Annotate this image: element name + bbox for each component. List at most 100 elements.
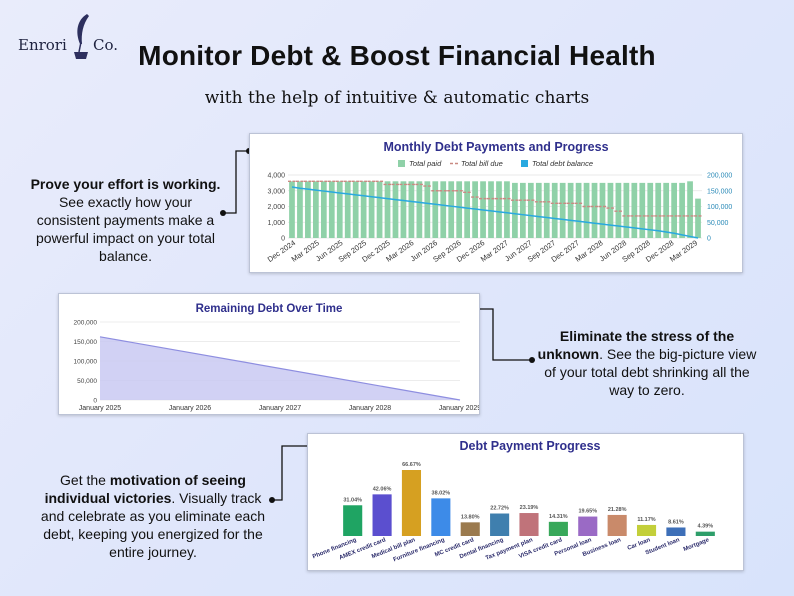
bar-total-paid xyxy=(599,182,606,238)
bar-total-paid xyxy=(535,182,542,238)
bar-value-label: 4.39% xyxy=(698,524,714,530)
progress-bar xyxy=(519,513,539,536)
x-tick-label: January 2028 xyxy=(349,405,392,412)
bar-total-paid xyxy=(655,182,662,238)
bar-total-paid xyxy=(432,181,439,238)
bar-value-label: 42.06% xyxy=(373,486,392,492)
bar-total-paid xyxy=(687,181,693,238)
callout-2-bold: Eliminate the stress of the unknown xyxy=(537,328,735,362)
bar-total-paid xyxy=(416,181,423,238)
chart-title: Remaining Debt Over Time xyxy=(196,303,343,315)
y-tick-left: 4,000 xyxy=(267,173,285,180)
callout-prove-effort: Prove your effort is working. See exactl… xyxy=(28,175,223,265)
bar-total-paid xyxy=(400,181,407,238)
debt-progress-card: Debt Payment Progress 31.04% Phone financi… xyxy=(307,433,744,571)
callout-1-text: See exactly how your consistent payments… xyxy=(36,194,215,264)
bar-value-label: 8.61% xyxy=(668,519,684,525)
progress-bar xyxy=(401,470,422,536)
bar-total-paid xyxy=(344,181,351,238)
y-tick: 0 xyxy=(93,398,97,405)
bar-value-label: 11.17% xyxy=(637,517,655,523)
bar-total-paid xyxy=(289,181,295,238)
bar-total-paid xyxy=(607,182,614,238)
y-tick: 200,000 xyxy=(74,320,98,327)
bar-total-paid xyxy=(583,182,590,238)
bar-value-label: 19.65% xyxy=(578,509,597,515)
connector-dot xyxy=(269,497,275,503)
callout-1-bold: Prove your effort is working. xyxy=(30,176,221,192)
bar-total-paid xyxy=(623,182,630,238)
legend-label: Total paid xyxy=(409,159,442,168)
callout-eliminate-stress: Eliminate the stress of the unknown. See… xyxy=(532,327,762,399)
bar-value-label: 13.80% xyxy=(461,514,480,520)
progress-bar xyxy=(607,514,627,536)
y-tick-right: 100,000 xyxy=(707,204,732,211)
bar-total-paid xyxy=(519,182,526,238)
bar-total-paid xyxy=(527,182,534,238)
y-tick-right: 200,000 xyxy=(707,173,732,180)
callout-motivation: Get the motivation of seeing individual … xyxy=(38,471,268,561)
bar-value-label: 21.28% xyxy=(608,507,627,513)
progress-bar xyxy=(431,498,451,536)
progress-bar xyxy=(460,522,480,536)
total-debt-balance-line xyxy=(291,186,699,239)
bar-total-paid xyxy=(376,181,383,238)
bar-total-paid xyxy=(575,182,582,238)
bar-total-paid xyxy=(488,181,494,238)
bar-total-paid xyxy=(305,181,311,238)
bar-total-paid xyxy=(440,181,447,238)
y-tick-left: 1,000 xyxy=(267,220,285,227)
bar-total-paid xyxy=(647,182,654,238)
bar-total-paid xyxy=(559,182,566,238)
bar-total-paid xyxy=(320,181,327,238)
y-tick-right: 0 xyxy=(707,236,711,243)
y-tick: 100,000 xyxy=(74,359,98,366)
callout-3-bold: motivation of seeing individual victorie… xyxy=(44,472,246,506)
bar-total-paid xyxy=(615,182,622,238)
bar-value-label: 31.04% xyxy=(343,497,362,503)
y-tick-right: 150,000 xyxy=(707,188,732,195)
bar-total-paid xyxy=(504,181,510,238)
quill-ink-icon xyxy=(74,14,89,59)
progress-bar xyxy=(548,521,568,536)
brand-logo: Enrori Co. xyxy=(18,12,128,62)
bar-total-paid xyxy=(496,181,502,238)
bar-total-paid xyxy=(567,182,574,238)
progress-bar xyxy=(490,513,510,536)
bar-total-paid xyxy=(591,182,598,238)
bar-total-paid xyxy=(639,182,646,238)
legend-swatch xyxy=(521,160,528,167)
progress-bar xyxy=(343,505,363,536)
bar-total-paid xyxy=(543,182,550,238)
bar-total-paid xyxy=(663,182,670,238)
x-tick-label: January 2025 xyxy=(79,405,122,412)
bar-total-paid xyxy=(512,182,518,238)
progress-bar xyxy=(636,524,657,536)
progress-bar xyxy=(695,531,715,536)
bar-total-paid xyxy=(679,182,685,238)
page-subtitle: with the help of intuitive & automatic c… xyxy=(204,88,590,108)
y-tick-right: 50,000 xyxy=(707,220,729,227)
bar-value-label: 23.19% xyxy=(520,505,539,511)
connector-dot xyxy=(220,210,226,216)
brand-name-right: Co. xyxy=(93,36,119,54)
remaining-debt-line xyxy=(99,336,461,401)
x-tick-label: January 2029 xyxy=(439,405,479,412)
bar-total-paid xyxy=(448,181,455,238)
callout-3-text: . Visually track and celebrate as you el… xyxy=(40,490,266,560)
bar-total-paid xyxy=(695,198,701,238)
x-tick-label: January 2027 xyxy=(259,405,302,412)
bar-total-paid xyxy=(631,182,638,238)
y-tick: 150,000 xyxy=(74,339,98,346)
callout-3-pre: Get the xyxy=(60,472,110,488)
bar-value-label: 38.02% xyxy=(432,490,451,496)
y-tick: 50,000 xyxy=(77,378,97,385)
bar-total-paid xyxy=(352,181,359,238)
monthly-payments-chart: Monthly Debt Payments and Progress Total … xyxy=(266,140,733,264)
y-tick-left: 3,000 xyxy=(267,188,285,195)
monthly-payments-card: Monthly Debt Payments and Progress Total … xyxy=(249,133,743,273)
page-title: Monitor Debt & Boost Financial Health xyxy=(138,40,656,71)
legend-swatch xyxy=(398,160,405,167)
bar-total-paid xyxy=(368,181,375,238)
